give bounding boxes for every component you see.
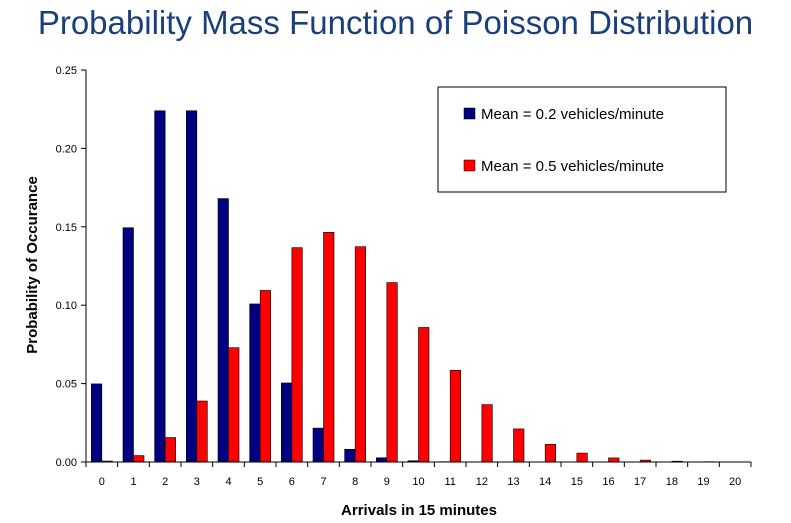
- bar-series-2-x-4: [228, 347, 240, 463]
- bar-series-1-x-0: [91, 383, 103, 463]
- bar-series-1-x-6: [281, 382, 293, 463]
- legend-label-series-1: Mean = 0.2 vehicles/minute: [481, 106, 664, 123]
- bar-series-1-x-5: [249, 303, 261, 463]
- legend: Mean = 0.2 vehicles/minute Mean = 0.5 ve…: [437, 86, 727, 193]
- bar-series-2-x-2: [164, 437, 176, 463]
- bar-series-1-x-9: [376, 457, 388, 463]
- x-tick-label: 9: [384, 476, 390, 488]
- legend-swatch-series-2: [463, 159, 476, 172]
- bar-series-1-x-8: [344, 448, 356, 463]
- x-tick-label: 8: [352, 476, 358, 488]
- x-tick-label: 4: [225, 476, 231, 488]
- x-tick-label: 18: [666, 476, 678, 488]
- x-tick-label: 20: [729, 476, 741, 488]
- x-tick-label: 19: [697, 476, 709, 488]
- bar-series-1-x-7: [312, 427, 324, 463]
- bars-group: [91, 110, 746, 463]
- bar-series-2-x-7: [323, 231, 335, 463]
- x-tick-label: 13: [507, 476, 519, 488]
- chart-title: Probability Mass Function of Poisson Dis…: [37, 4, 754, 41]
- y-tick-label: 0.10: [56, 300, 77, 312]
- bar-series-2-x-3: [196, 400, 208, 463]
- x-tick-label: 1: [130, 476, 136, 488]
- x-tick-label: 5: [257, 476, 263, 488]
- y-tick-label: 0.00: [56, 457, 77, 469]
- y-tick-label: 0.15: [56, 222, 77, 234]
- legend-label-series-2: Mean = 0.5 vehicles/minute: [481, 158, 664, 175]
- x-tick-label: 15: [571, 476, 583, 488]
- bar-series-2-x-1: [133, 455, 145, 463]
- x-tick-label: 2: [162, 476, 168, 488]
- y-ticks-group: 0.00 0.05 0.10 0.15 0.20 0.25: [56, 65, 86, 469]
- bar-series-2-x-16: [608, 457, 620, 463]
- y-axis-title: Probability of Occurance: [24, 176, 41, 354]
- legend-box: [437, 86, 727, 193]
- axes-group: [85, 70, 751, 463]
- bar-series-2-x-11: [449, 369, 461, 463]
- x-tick-label: 0: [99, 476, 105, 488]
- bar-series-2-x-12: [481, 404, 493, 463]
- x-tick-label: 6: [289, 476, 295, 488]
- bar-series-1-x-2: [154, 110, 166, 463]
- bar-series-2-x-8: [354, 246, 366, 463]
- bar-series-2-x-14: [544, 443, 556, 463]
- legend-swatch-series-1: [463, 107, 476, 120]
- bar-series-2-x-5: [259, 290, 271, 463]
- bar-series-2-x-10: [418, 327, 430, 463]
- x-tick-label: 14: [539, 476, 551, 488]
- bar-series-1-x-1: [122, 227, 134, 463]
- y-tick-label: 0.20: [56, 143, 77, 155]
- x-axis-title: Arrivals in 15 minutes: [341, 502, 497, 519]
- x-tick-label: 11: [444, 476, 455, 488]
- x-tick-label: 3: [194, 476, 200, 488]
- bar-series-1-x-3: [186, 110, 198, 463]
- y-tick-label: 0.25: [56, 65, 77, 77]
- bar-series-2-x-6: [291, 247, 303, 463]
- bar-series-2-x-13: [513, 428, 525, 463]
- x-ticks-group: 0 1 2 3 4 5 6 7 8 9 10 11 12 13 14 15 16 17 18 19 20: [85, 462, 752, 488]
- x-tick-label: 7: [320, 476, 326, 488]
- x-tick-label: 16: [602, 476, 614, 488]
- bar-series-1-x-4: [217, 198, 229, 463]
- bar-series-2-x-9: [386, 282, 398, 463]
- y-tick-label: 0.05: [56, 379, 77, 391]
- x-tick-label: 10: [412, 476, 424, 488]
- bar-series-2-x-15: [576, 452, 588, 463]
- x-tick-label: 17: [634, 476, 646, 488]
- x-tick-label: 12: [476, 476, 488, 488]
